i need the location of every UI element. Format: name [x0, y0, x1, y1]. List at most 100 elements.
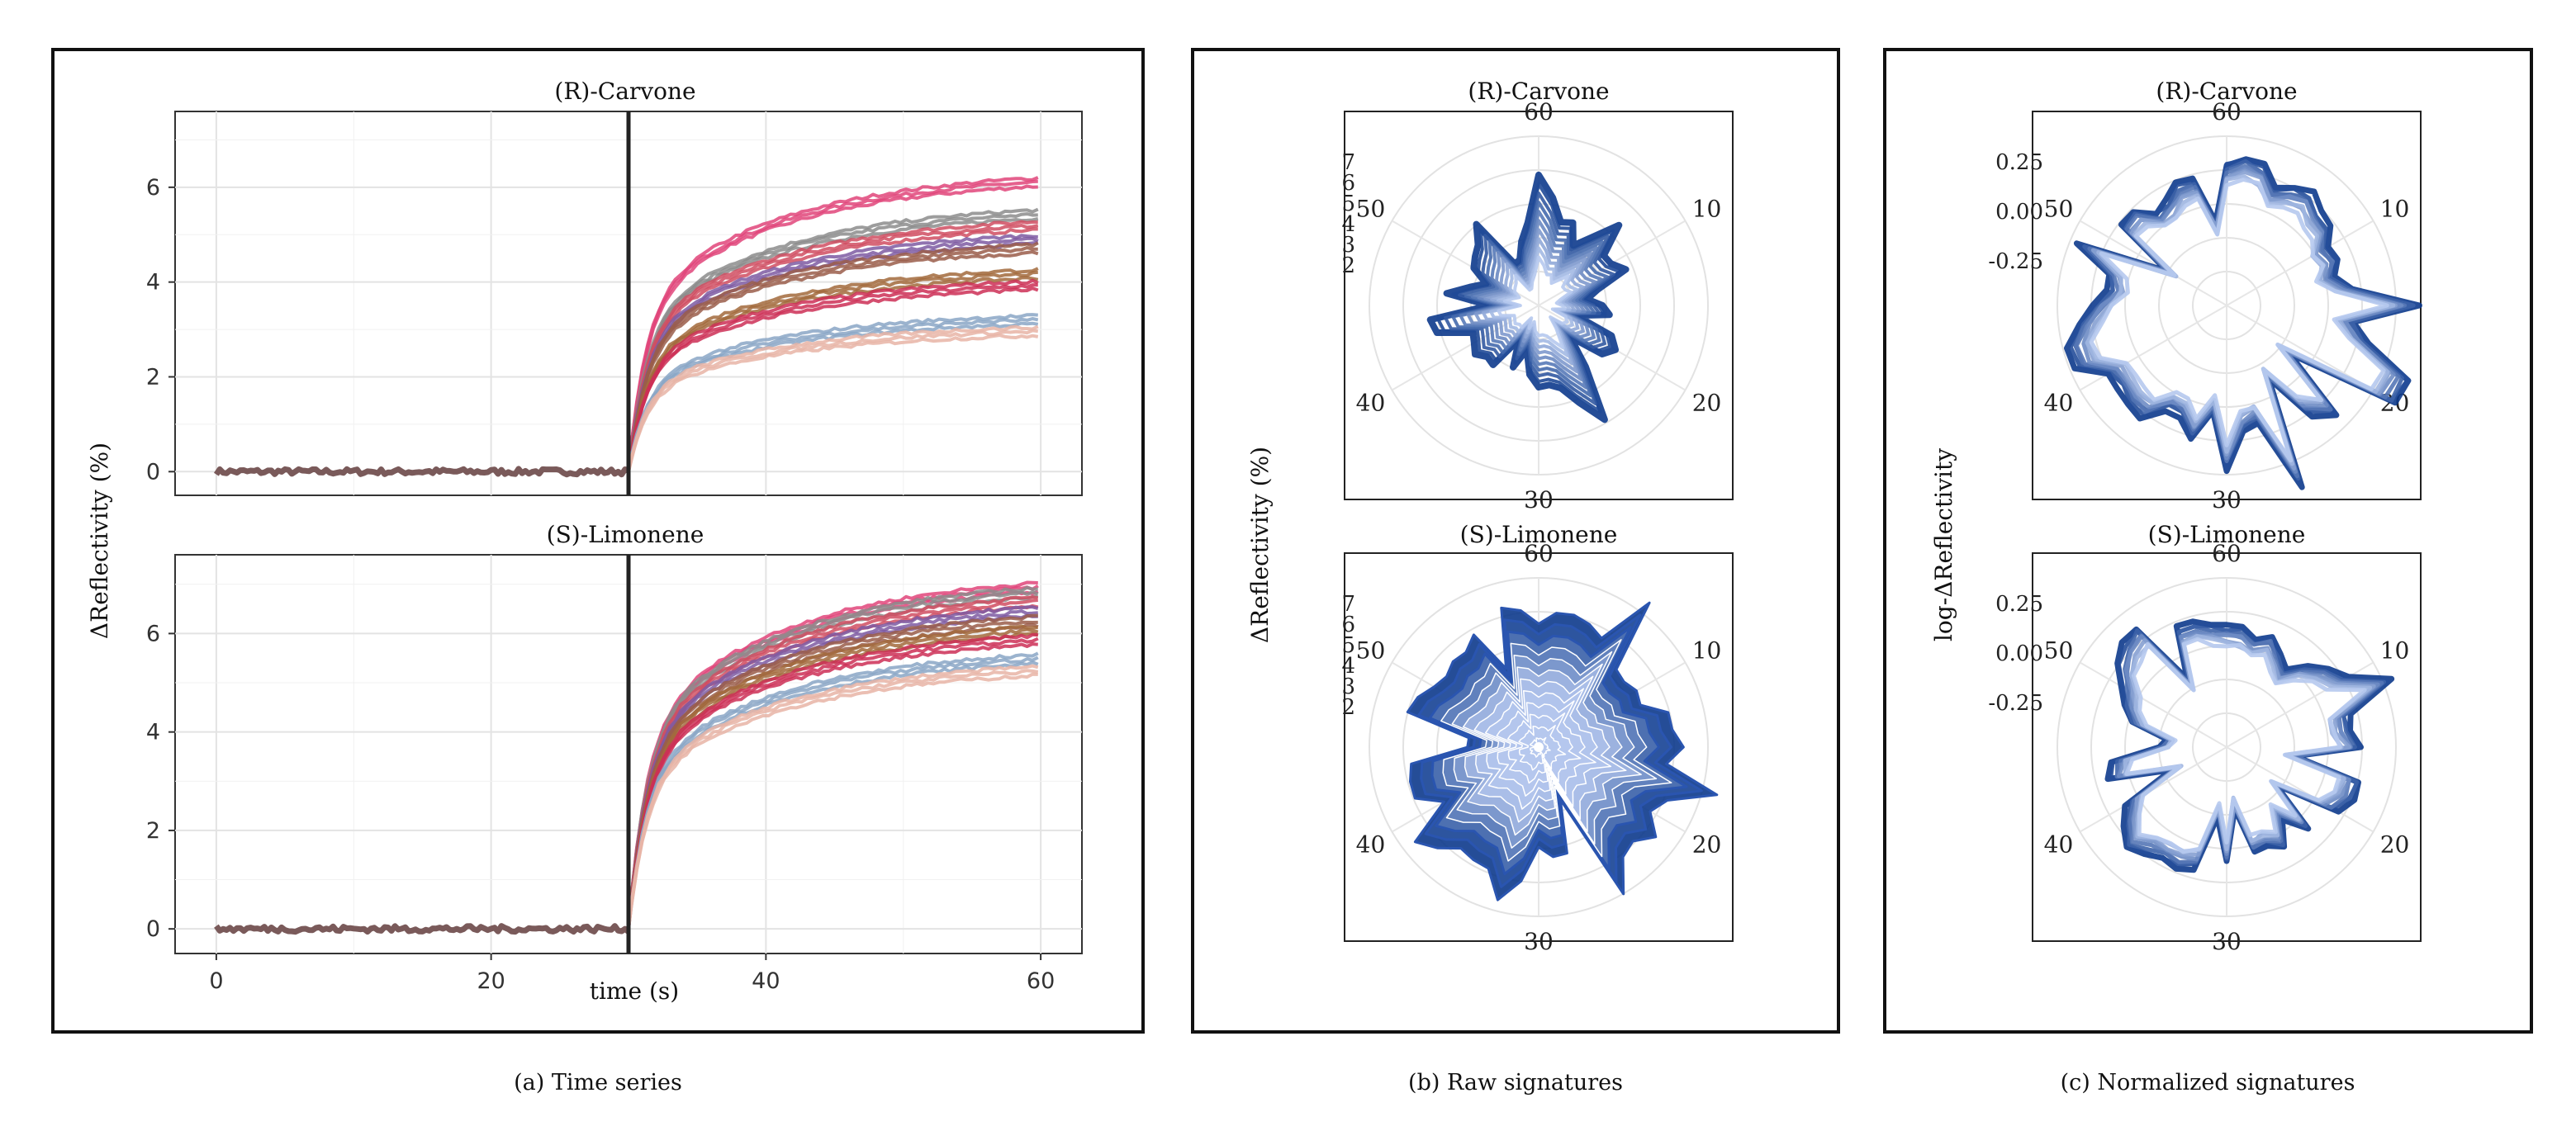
- angle-tick-label: 20: [2380, 831, 2410, 859]
- angle-tick-label: 30: [1524, 486, 1554, 513]
- ts-panel-title-carvone: (R)-Carvone: [554, 78, 695, 105]
- signature-trace: [1466, 219, 1597, 381]
- radial-tick-label: 4: [1341, 212, 1355, 237]
- signature-trace: [1489, 246, 1579, 357]
- series-line-s9: [627, 334, 1039, 472]
- signature-trace: [1426, 171, 1630, 424]
- angle-tick-label: 60: [2212, 540, 2242, 567]
- raw-y-axis-label: ΔReflectivity (%): [1246, 447, 1274, 643]
- series-line-s8: [627, 313, 1038, 472]
- series-line-s9: [627, 664, 1039, 930]
- series-line-s2: [627, 585, 1038, 930]
- series-line-s2: [627, 207, 1039, 472]
- angle-tick-label: 60: [1524, 540, 1554, 567]
- angle-tick-label: 40: [1356, 831, 1386, 859]
- signature-trace: [1482, 237, 1585, 366]
- series-line-s7: [627, 642, 1038, 930]
- series-line-s4: [627, 605, 1039, 930]
- radial-tick-label: 2: [1341, 695, 1355, 720]
- signature-trace: [1497, 255, 1573, 350]
- panel-a-frame: [51, 48, 1145, 1034]
- series-line-s3: [627, 224, 1039, 472]
- x-tick-label: 60: [1027, 968, 1055, 994]
- x-tick-label: 0: [209, 968, 223, 994]
- radial-tick-label: 6: [1341, 171, 1355, 196]
- angle-tick-label: 20: [1692, 831, 1722, 859]
- radial-tick-label: -0.25: [1988, 249, 2043, 274]
- series-line-s6: [627, 267, 1039, 472]
- angle-tick-label: 60: [1524, 98, 1554, 125]
- ts-plot-limonene: 0 2 4 6: [146, 554, 1083, 954]
- angle-tick-label: 40: [2044, 390, 2074, 417]
- series-line-s9: [627, 669, 1039, 930]
- x-tick-label: 20: [477, 968, 505, 994]
- angle-tick-label: 50: [1356, 637, 1386, 665]
- raw-panel-title-carvone: (R)-Carvone: [1468, 78, 1609, 105]
- radial-tick-label: 4: [1341, 654, 1355, 679]
- angle-tick-label: 50: [2044, 196, 2074, 223]
- signature-trace: [1444, 192, 1615, 405]
- radial-tick-label: 3: [1341, 233, 1355, 258]
- polar-grid-spoke: [2079, 661, 2227, 748]
- panel-b-frame: [1191, 48, 1840, 1034]
- series-line-s3: [627, 599, 1038, 930]
- radial-tick-label: 3: [1341, 674, 1355, 699]
- norm-panel-title-carvone: (R)-Carvone: [2156, 78, 2297, 105]
- angle-tick-label: 40: [1356, 390, 1386, 417]
- angle-tick-label: 30: [2212, 486, 2242, 513]
- angle-tick-label: 50: [2044, 637, 2074, 665]
- radial-tick-label: 0.00: [1995, 641, 2043, 666]
- ts-plot-carvone: 0 2 4 6: [146, 111, 1083, 496]
- series-line-s9: [627, 329, 1039, 472]
- series-line-s5: [627, 241, 1039, 472]
- series-line-s1: [627, 580, 1038, 930]
- y-tick-label: 6: [146, 175, 160, 201]
- series-line-s7: [627, 636, 1039, 930]
- angle-tick-label: 30: [2212, 928, 2242, 955]
- signature-trace: [2123, 634, 2376, 857]
- series-line-s1: [627, 176, 1039, 472]
- angle-tick-label: 10: [2380, 196, 2410, 223]
- series-line-s4: [627, 609, 1038, 930]
- radial-tick-label: 5: [1341, 192, 1355, 216]
- y-tick-label: 6: [146, 621, 160, 646]
- radial-tick-label: -0.25: [1988, 691, 2043, 716]
- norm-polar-limonene: 60 10 20 30 40 500.25 0.00 -0.25: [1988, 540, 2422, 955]
- series-line-s4: [627, 234, 1038, 472]
- angle-tick-label: 40: [2044, 831, 2074, 859]
- radial-tick-label: 5: [1341, 633, 1355, 658]
- baseline-series: [214, 923, 631, 935]
- series-line-s6: [627, 270, 1038, 472]
- x-tick-label: 40: [752, 968, 780, 994]
- radial-tick-label: 2: [1341, 253, 1355, 278]
- signature-trace: [2089, 177, 2389, 463]
- ts-x-axis: 0 20 40 60: [209, 954, 1055, 994]
- angle-tick-label: 10: [1692, 196, 1722, 223]
- angle-tick-label: 10: [1692, 637, 1722, 665]
- norm-y-axis-label: log-ΔReflectivity: [1930, 448, 1957, 641]
- caption-time-series: (a) Time series: [514, 1070, 682, 1096]
- polar-grid-spoke: [2079, 220, 2227, 306]
- series-line-s7: [627, 278, 1039, 472]
- radial-tick-label: 6: [1341, 613, 1355, 637]
- caption-raw-signatures: (b) Raw signatures: [1408, 1070, 1623, 1096]
- series-line-s2: [627, 590, 1039, 930]
- series-line-s3: [627, 220, 1038, 472]
- signature-trace: [1459, 210, 1603, 390]
- norm-panel-title-limonene: (S)-Limonene: [2148, 521, 2306, 548]
- signature-trace: [2124, 636, 2367, 854]
- polar-grid-spoke: [2226, 305, 2374, 391]
- series-line-s1: [627, 179, 1038, 472]
- time-series-chart: (R)-Carvone 0 2 4 6 (S)-Limonene 0 2 4 6 0 20 40…: [86, 78, 1083, 1005]
- polar-center-marker: [1534, 742, 1544, 752]
- series-line-s6: [627, 624, 1038, 930]
- radial-tick-label: 0.00: [1995, 200, 2043, 225]
- radial-tick-label: 0.25: [1995, 150, 2043, 175]
- series-line-s7: [627, 283, 1038, 472]
- baseline-series: [213, 466, 630, 478]
- signature-trace: [2123, 633, 2373, 854]
